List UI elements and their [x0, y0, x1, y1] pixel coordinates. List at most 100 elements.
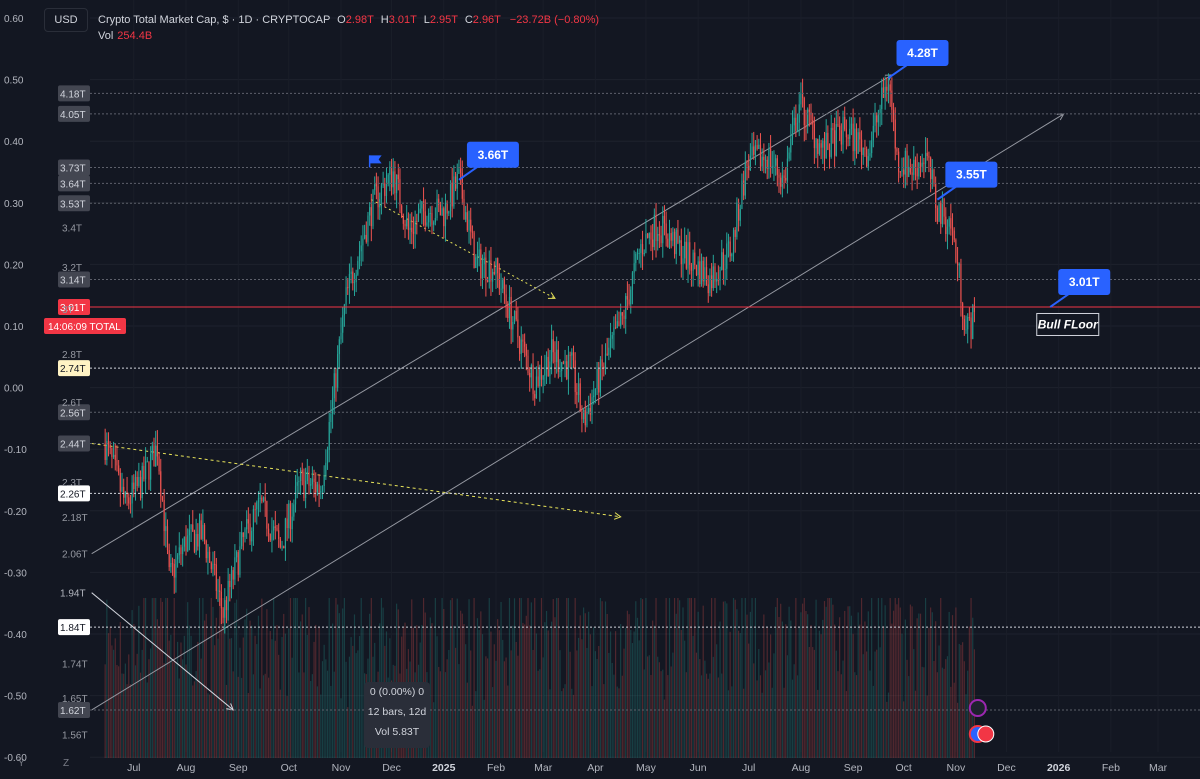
volume-bar: [791, 679, 794, 758]
volume-bar: [545, 610, 548, 758]
candle-body: [662, 215, 664, 244]
candle-body: [288, 503, 290, 529]
candle-body: [463, 198, 465, 220]
volume-bar: [534, 598, 536, 758]
callout-box: [466, 141, 519, 168]
candle-body: [380, 185, 383, 200]
volume-bar: [197, 641, 199, 758]
candle-body: [320, 491, 322, 493]
volume-bar: [247, 693, 249, 758]
candle-body: [815, 139, 817, 149]
candle-body: [805, 125, 807, 127]
candle-body: [763, 156, 765, 160]
currency-button[interactable]: USD: [44, 8, 88, 32]
candle-body: [136, 476, 138, 486]
volume-bar: [673, 598, 676, 758]
candle-body: [825, 132, 827, 159]
candle-body: [576, 391, 578, 395]
volume-bar: [584, 613, 586, 758]
candle-body: [732, 229, 735, 254]
candle-body: [958, 264, 960, 266]
volume-bar: [906, 659, 908, 758]
candle-body: [453, 176, 455, 207]
candle-body: [673, 231, 676, 255]
candle-body: [534, 394, 536, 399]
volume-bar: [151, 598, 153, 758]
volume-bar: [928, 627, 930, 758]
candle-body: [540, 369, 543, 380]
white-arrow-line: [91, 592, 234, 711]
volume-bar: [852, 633, 854, 758]
volume-bar: [834, 624, 836, 758]
yellow-downtrend-line: [91, 443, 621, 518]
candle-body: [273, 526, 275, 531]
volume-bar: [648, 655, 650, 758]
volume-bar: [633, 631, 635, 758]
candle-body: [210, 562, 212, 570]
volume-bar: [611, 662, 613, 758]
volume-bar: [948, 611, 950, 758]
volume-bar: [737, 630, 740, 758]
volume-bar: [802, 603, 804, 758]
callout-pointer: [458, 164, 480, 181]
volume-bar: [508, 598, 511, 758]
candle-body: [254, 509, 256, 511]
y-scale-toggle[interactable]: Y: [18, 758, 25, 769]
symbol-title: Crypto Total Market Cap, $ · 1D · CRYPTO…: [98, 14, 331, 26]
candle-body: [791, 125, 794, 139]
volume-bar: [630, 630, 632, 758]
volume-bar: [616, 686, 618, 758]
candle-body: [347, 287, 349, 289]
candle-body: [660, 235, 662, 244]
candle-body: [131, 482, 133, 504]
volume-bar: [839, 617, 841, 758]
volume-bar: [241, 677, 243, 758]
candle-body: [315, 482, 317, 493]
level-label: 3.73T: [60, 163, 86, 174]
candle-body: [129, 503, 132, 505]
candle-body: [294, 485, 297, 505]
volume-bar: [670, 666, 672, 758]
candle-body: [190, 524, 192, 530]
volume-bar: [443, 608, 445, 758]
candle-body: [823, 140, 826, 159]
volume-bar: [793, 664, 795, 758]
price-scale-tick: 1.65T: [62, 694, 88, 705]
volume-bar: [458, 664, 460, 758]
callout-pointer: [1049, 292, 1071, 308]
volume-bar: [183, 635, 185, 758]
volume-bar: [192, 685, 194, 758]
candle-body: [215, 564, 217, 591]
volume-bar: [569, 651, 571, 758]
volume-bar: [136, 653, 138, 758]
candle-body: [778, 174, 780, 178]
candle-body: [588, 407, 590, 413]
candle-body: [731, 253, 733, 257]
volume-bar: [289, 598, 292, 758]
candle-body: [973, 305, 976, 312]
volume-bar: [434, 598, 436, 758]
candle-body: [524, 341, 526, 347]
candle-body: [675, 229, 677, 255]
candle-body: [313, 478, 315, 483]
volume-bar: [579, 615, 581, 758]
level-label-box: [58, 404, 90, 421]
level-label-box: [58, 271, 90, 288]
volume-bar: [866, 651, 868, 758]
z-scale-toggle[interactable]: Z: [63, 758, 70, 769]
candle-body: [620, 312, 622, 327]
candle-body: [416, 221, 418, 223]
volume-bar: [699, 659, 701, 758]
volume-bar: [171, 661, 174, 758]
volume-bar: [230, 638, 233, 758]
candle-body: [712, 266, 714, 289]
candle-body: [769, 148, 772, 168]
candle-body: [705, 267, 708, 285]
candle-body: [677, 229, 679, 243]
candle-body: [828, 149, 831, 157]
volume-bar: [749, 611, 751, 758]
candle-body: [866, 149, 868, 167]
volume-bar: [556, 598, 558, 758]
